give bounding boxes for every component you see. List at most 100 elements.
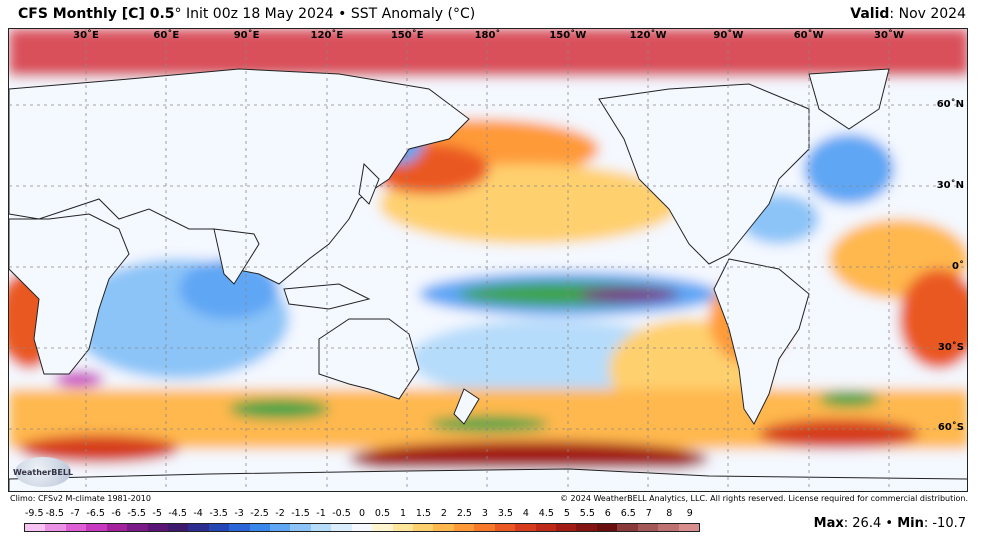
latitude-label: 60˚N: [936, 99, 964, 110]
longitude-label: 30˚E: [73, 30, 99, 41]
legend-tick-label: -1: [316, 508, 326, 519]
legend-tick-label: 9: [686, 508, 693, 519]
legend-swatch: [147, 524, 168, 531]
legend-tick-label: 3.5: [497, 508, 513, 519]
legend-tick-label: -3: [234, 508, 244, 519]
longitude-label: 150˚W: [549, 30, 587, 41]
legend-tick-label: -7: [70, 508, 80, 519]
legend-swatch: [658, 524, 679, 531]
weatherbell-logo: WeatherBELL: [13, 457, 74, 487]
legend-tick-label: -4.5: [168, 508, 187, 519]
legend-tick-label: -9.5: [24, 508, 44, 519]
legend-swatch: [576, 524, 597, 531]
legend-swatch: [535, 524, 556, 531]
legend-swatch: [106, 524, 128, 531]
legend-swatch: [208, 524, 230, 531]
title-degree: °: [174, 6, 182, 22]
latitude-label: 30˚N: [936, 180, 964, 191]
logo-text: WeatherBELL: [13, 467, 74, 477]
legend-tick-label: -2.5: [250, 508, 269, 519]
legend-tick-label: -3.5: [209, 508, 228, 519]
copyright-note: © 2024 WeatherBELL Analytics, LLC. All r…: [560, 494, 968, 503]
min-label: Min: [897, 516, 924, 531]
legend-tick-label: -2: [275, 508, 285, 519]
legend-tick-label: 7: [645, 508, 652, 519]
legend-tick-label: 1.5: [415, 508, 432, 519]
legend-swatch: [372, 524, 393, 531]
legend-swatch: [45, 524, 66, 531]
longitude-label: 90˚E: [233, 30, 260, 41]
legend-tick-label: 6: [604, 508, 611, 519]
legend-tick-label: -4: [193, 508, 203, 519]
legend-swatch: [127, 524, 148, 531]
legend-tick-label: -1.5: [291, 508, 310, 519]
legend-tick-label: 5.5: [579, 508, 595, 519]
longitude-label: 60˚W: [793, 30, 824, 41]
legend-tick-label: -8.5: [45, 508, 64, 519]
legend-tick-label: -0.5: [332, 508, 351, 519]
legend-swatch: [433, 524, 454, 531]
longitude-label: 180˚: [474, 30, 501, 41]
min-value: -10.7: [932, 516, 966, 531]
climo-note: Climo: CFSv2 M-climate 1981-2010: [10, 494, 151, 503]
legend-swatch: [413, 524, 434, 531]
valid-time: Valid: Nov 2024: [850, 6, 966, 22]
latitude-label: 60˚S: [937, 422, 964, 433]
legend-swatch: [392, 524, 414, 531]
legend-swatch: [229, 524, 250, 531]
legend-swatch: [331, 524, 352, 531]
legend-swatch: [474, 524, 495, 531]
legend-ticks: -9.5 -8.5 -7 -6.5 -6 -5.5 -5 -4.5 -4 -3.5 -3 -2.5 -2…: [24, 508, 700, 522]
legend-swatch: [249, 524, 271, 531]
legend-tick-label: 0: [358, 508, 366, 519]
longitude-label: 90˚W: [713, 30, 744, 41]
legend-tick-label: 3: [481, 508, 488, 519]
legend-swatch: [555, 524, 577, 531]
legend-swatch: [65, 524, 87, 531]
color-legend-bar: [24, 523, 700, 532]
legend-swatch: [678, 524, 699, 531]
legend-swatch: [25, 524, 46, 531]
legend-swatch: [596, 524, 618, 531]
legend-swatch: [617, 524, 638, 531]
graticule: [9, 29, 967, 491]
max-value: 26.4: [852, 516, 882, 531]
product-unit: °C): [452, 6, 476, 22]
latitude-label: 0˚: [952, 261, 964, 272]
map-title: CFS Monthly [C] 0.5° Init 00z 18 May 202…: [18, 6, 475, 22]
legend-tick-label: -6: [111, 508, 121, 519]
legend-swatch: [637, 524, 659, 531]
title-bullet: •: [338, 6, 347, 22]
legend-swatch: [167, 524, 189, 531]
longitude-label: 120˚W: [629, 30, 667, 41]
legend-swatch: [188, 524, 209, 531]
valid-value: Nov 2024: [898, 6, 966, 22]
max-min-separator: •: [885, 516, 894, 531]
longitude-label: 150˚E: [390, 30, 424, 41]
legend-tick-label: -5.5: [127, 508, 146, 519]
legend-tick-label: 4.5: [538, 508, 554, 519]
legend-tick-label: 4: [522, 508, 529, 519]
title-product: CFS Monthly [C] 0.5: [18, 6, 175, 22]
max-label: Max: [813, 516, 844, 531]
legend-tick-label: 6.5: [620, 508, 636, 519]
legend-swatch: [494, 524, 516, 531]
legend-tick-label: 1: [399, 508, 406, 519]
map-canvas: [9, 29, 967, 491]
legend-swatch: [310, 524, 332, 531]
legend-tick-label: 5: [563, 508, 570, 519]
legend-swatch: [351, 524, 373, 531]
init-time: Init 00z 18 May 2024: [185, 6, 334, 22]
longitude-label: 30˚W: [874, 30, 904, 41]
max-min-readout: Max: 26.4 • Min: -10.7: [813, 516, 966, 531]
legend-swatch: [270, 524, 291, 531]
legend-tick-label: 2.5: [456, 508, 472, 519]
longitude-label: 120˚E: [310, 30, 344, 41]
legend-swatch: [290, 524, 311, 531]
legend-tick-label: 8: [666, 508, 673, 519]
legend-swatch: [453, 524, 475, 531]
legend-tick-label: 0.5: [374, 508, 391, 519]
legend-swatch: [515, 524, 536, 531]
legend-tick-label: 2: [440, 508, 447, 519]
longitude-label: 60˚E: [153, 30, 180, 41]
